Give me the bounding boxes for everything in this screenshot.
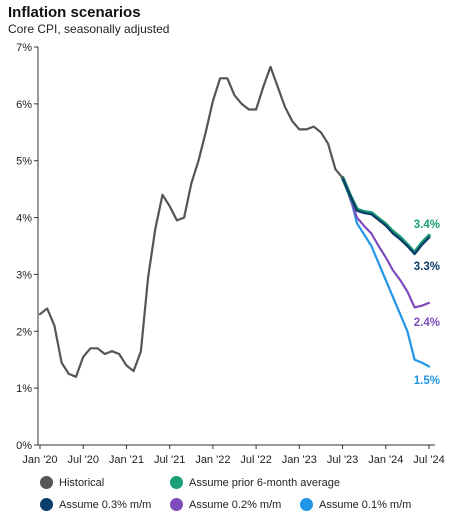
end-label-4: 1.5% xyxy=(414,375,440,387)
legend-swatch xyxy=(170,498,183,511)
series-line-3 xyxy=(341,176,431,309)
y-tick-label: 7% xyxy=(16,42,32,54)
end-labels: 3.4% 3.3% 2.4% 1.5% xyxy=(414,219,440,387)
x-tick-label: Jan '23 xyxy=(282,454,317,466)
legend-swatch xyxy=(170,476,183,489)
end-label-2: 3.3% xyxy=(414,261,440,273)
y-tick-label: 6% xyxy=(16,99,32,111)
x-tick-label: Jul '20 xyxy=(67,454,98,466)
y-tick-label: 1% xyxy=(16,383,32,395)
y-tick-label: 0% xyxy=(16,440,32,452)
x-tick-label: Jul '21 xyxy=(154,454,185,466)
end-label-3: 2.4% xyxy=(414,317,440,329)
x-tick-label: Jan '24 xyxy=(368,454,403,466)
legend-label: Assume 0.3% m/m xyxy=(59,498,152,511)
legend-swatch xyxy=(40,476,53,489)
series-line-0 xyxy=(38,65,344,378)
end-label-1: 3.4% xyxy=(414,219,440,231)
chart-subtitle: Core CPI, seasonally adjusted xyxy=(8,22,170,36)
series-line-4 xyxy=(341,176,431,368)
x-tick-label: Jul '24 xyxy=(413,454,444,466)
legend-swatch xyxy=(300,498,313,511)
legend-label: Assume prior 6-month average xyxy=(189,476,341,489)
legend-item-0-3: Assume 0.3% m/m xyxy=(40,498,151,511)
series-lines xyxy=(38,65,431,378)
legend-item-0-2: Assume 0.2% m/m xyxy=(170,498,281,511)
x-tick-label: Jan '22 xyxy=(195,454,230,466)
legend-item-prior-average: Assume prior 6-month average xyxy=(170,476,340,489)
x-tick-label: Jul '23 xyxy=(327,454,358,466)
x-tick-label: Jul '22 xyxy=(240,454,271,466)
legend-swatch xyxy=(40,498,53,511)
y-tick-label: 3% xyxy=(16,269,32,281)
series-line-2 xyxy=(341,176,431,256)
chart-svg: 0% 1% 2% 3% 4% 5% 6% 7% Jan '20 Jul '20 Jan '21 Jul… xyxy=(16,42,445,466)
chart-title: Inflation scenarios xyxy=(8,4,141,21)
x-tick-label: Jan '21 xyxy=(109,454,144,466)
legend-label: Historical xyxy=(59,476,105,489)
legend-item-historical: Historical xyxy=(40,476,104,489)
axes: 0% 1% 2% 3% 4% 5% 6% 7% Jan '20 Jul '20 Jan '21 Jul… xyxy=(16,42,445,466)
y-tick-label: 5% xyxy=(16,156,32,168)
x-tick-label: Jan '20 xyxy=(22,454,57,466)
y-tick-label: 2% xyxy=(16,326,32,338)
legend-item-0-1: Assume 0.1% m/m xyxy=(300,498,411,511)
legend-label: Assume 0.1% m/m xyxy=(319,498,412,511)
legend-label: Assume 0.2% m/m xyxy=(189,498,282,511)
y-tick-label: 4% xyxy=(16,213,32,225)
